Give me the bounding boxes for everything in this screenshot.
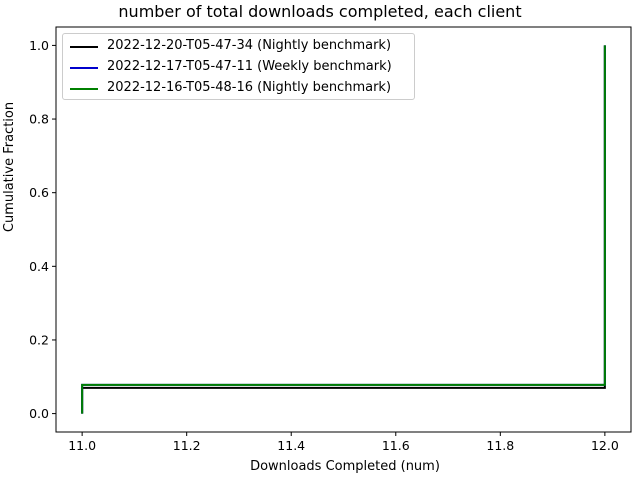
legend: 2022-12-20-T05-47-34 (Nightly benchmark)… bbox=[62, 33, 415, 100]
series-layer bbox=[81, 45, 606, 414]
y-tick-label: 0.2 bbox=[29, 332, 49, 347]
legend-swatch bbox=[70, 88, 98, 90]
legend-label: 2022-12-16-T05-48-16 (Nightly benchmark) bbox=[107, 80, 392, 95]
series-line bbox=[81, 45, 606, 414]
series-line bbox=[81, 45, 606, 414]
legend-entry: 2022-12-17-T05-47-11 (Weekly benchmark) bbox=[63, 58, 414, 78]
x-tick-label: 11.6 bbox=[382, 438, 410, 453]
chart-title: number of total downloads completed, eac… bbox=[118, 2, 522, 21]
plot-area-frame bbox=[55, 26, 632, 433]
y-tick-label: 0.0 bbox=[29, 406, 49, 421]
y-tick-label: 1.0 bbox=[29, 38, 49, 53]
legend-label: 2022-12-17-T05-47-11 (Weekly benchmark) bbox=[107, 59, 392, 74]
x-tick-label: 11.4 bbox=[277, 438, 305, 453]
x-tick-label: 11.8 bbox=[486, 438, 514, 453]
y-tick-label: 0.8 bbox=[29, 112, 49, 127]
x-tick-label: 11.0 bbox=[68, 438, 96, 453]
y-tick-label: 0.6 bbox=[29, 185, 49, 200]
legend-swatch bbox=[70, 46, 98, 48]
x-axis-label: Downloads Completed (num) bbox=[250, 459, 440, 474]
x-tick-label: 12.0 bbox=[591, 438, 619, 453]
y-axis-label: Cumulative Fraction bbox=[2, 101, 17, 233]
legend-entry: 2022-12-16-T05-48-16 (Nightly benchmark) bbox=[63, 79, 414, 99]
series-line bbox=[81, 45, 606, 414]
y-tick-label: 0.4 bbox=[29, 259, 49, 274]
legend-swatch bbox=[70, 67, 98, 69]
x-axis-ticks: 11.0 11.2 11.4 11.6 11.8 12.0 bbox=[68, 432, 619, 453]
legend-label: 2022-12-20-T05-47-34 (Nightly benchmark) bbox=[107, 38, 392, 53]
legend-entry: 2022-12-20-T05-47-34 (Nightly benchmark) bbox=[63, 37, 414, 57]
x-tick-label: 11.2 bbox=[173, 438, 201, 453]
y-axis-ticks: 0.0 0.2 0.4 0.6 0.8 1.0 bbox=[29, 38, 56, 421]
